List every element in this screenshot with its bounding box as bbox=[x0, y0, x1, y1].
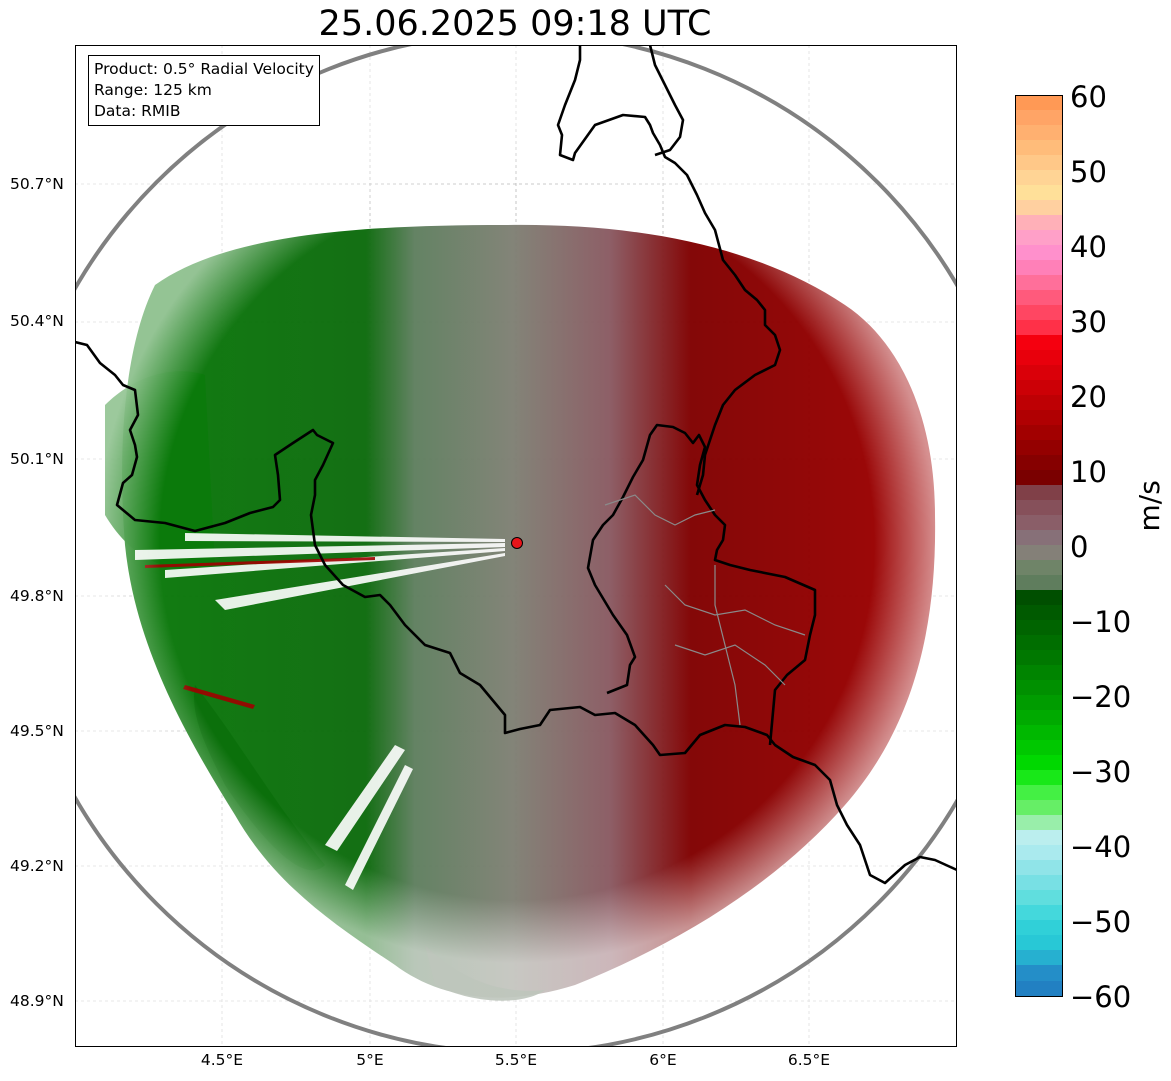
lon-label: 6°E bbox=[649, 1051, 677, 1069]
lon-label: 6.5°E bbox=[787, 1051, 831, 1069]
lat-label: 50.4°N bbox=[10, 312, 64, 330]
lat-label: 48.9°N bbox=[10, 992, 64, 1010]
lat-label: 50.7°N bbox=[10, 175, 64, 193]
info-product: Product: 0.5° Radial Velocity bbox=[94, 60, 314, 78]
region-borders bbox=[604, 494, 806, 726]
colorbar-unit-label: m/s bbox=[1133, 480, 1166, 532]
colorbar-tick-label: 20 bbox=[1070, 380, 1107, 414]
lon-label: 5°E bbox=[356, 1051, 384, 1069]
colorbar-tick-label: −30 bbox=[1070, 755, 1132, 789]
map-title: 25.06.2025 09:18 UTC bbox=[318, 4, 712, 44]
lon-label: 5.5°E bbox=[494, 1051, 538, 1069]
lon-label: 4.5°E bbox=[200, 1051, 244, 1069]
colorbar-tick-label: 50 bbox=[1070, 155, 1107, 189]
radar-site-marker[interactable] bbox=[511, 537, 523, 549]
info-box: Product: 0.5° Radial Velocity Range: 125… bbox=[88, 55, 320, 126]
colorbar-tick-label: 40 bbox=[1070, 230, 1107, 264]
country-borders bbox=[75, 45, 957, 885]
radar-map[interactable] bbox=[75, 45, 957, 1047]
colorbar-tick-label: 30 bbox=[1070, 305, 1107, 339]
colorbar-tick-label: −40 bbox=[1070, 830, 1132, 864]
lat-label: 50.1°N bbox=[10, 450, 64, 468]
colorbar-tick-label: 10 bbox=[1070, 455, 1107, 489]
colorbar-tick-label: −20 bbox=[1070, 680, 1132, 714]
colorbar-tick-label: −60 bbox=[1070, 980, 1132, 1014]
info-source: Data: RMIB bbox=[94, 102, 181, 120]
info-range: Range: 125 km bbox=[94, 81, 212, 99]
lat-label: 49.2°N bbox=[10, 857, 64, 875]
colorbar-tick-label: −50 bbox=[1070, 905, 1132, 939]
lat-label: 49.8°N bbox=[10, 587, 64, 605]
lat-label: 49.5°N bbox=[10, 722, 64, 740]
colorbar-segments bbox=[1015, 95, 1063, 997]
velocity-colorbar bbox=[1015, 95, 1063, 997]
colorbar-tick-label: 0 bbox=[1070, 530, 1089, 564]
colorbar-tick-label: −10 bbox=[1070, 605, 1132, 639]
map-frame bbox=[75, 45, 957, 1047]
colorbar-tick-label: 60 bbox=[1070, 80, 1107, 114]
